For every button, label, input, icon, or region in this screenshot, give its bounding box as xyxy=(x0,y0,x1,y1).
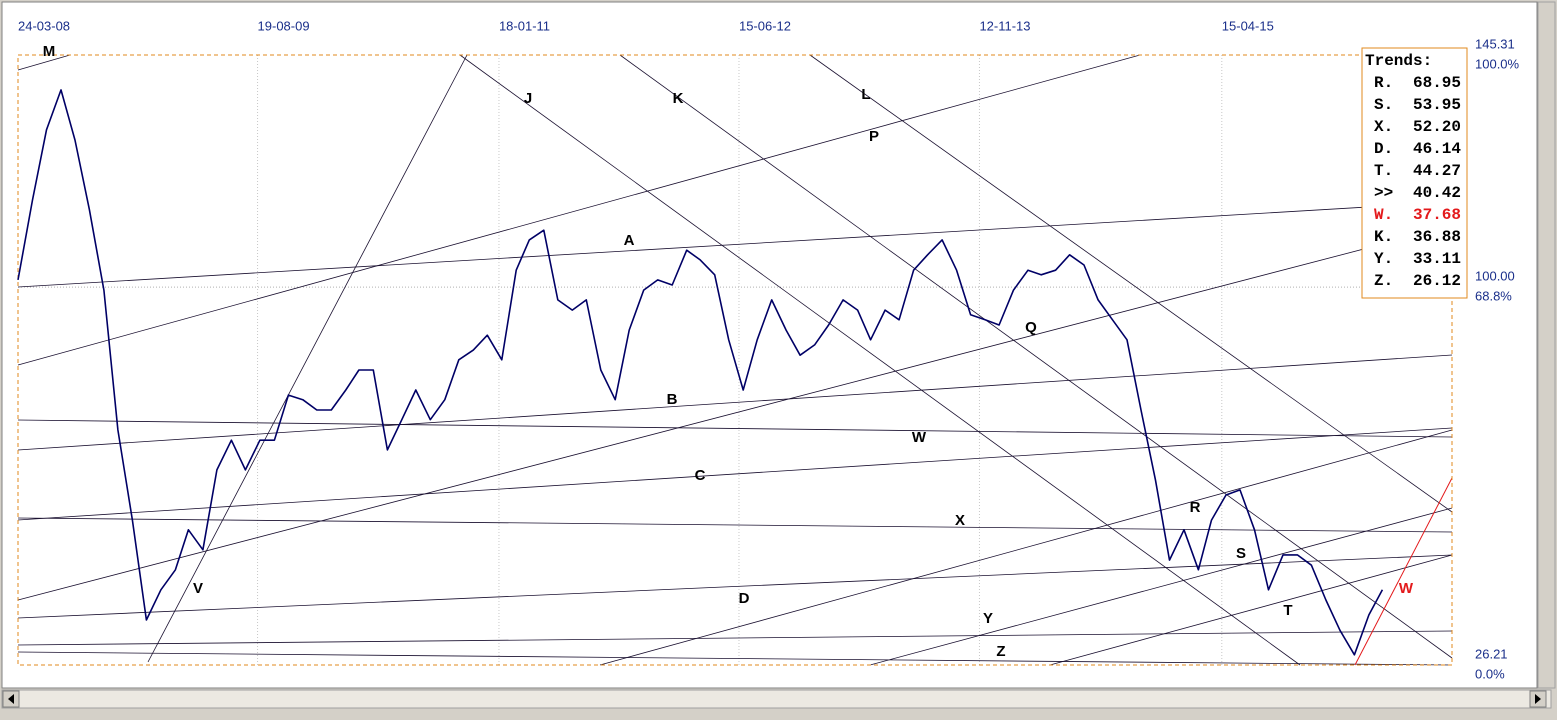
annotation-label: Q xyxy=(1025,319,1037,336)
y-tick-note: 0.0% xyxy=(1475,666,1505,681)
trend-line-red xyxy=(1354,477,1453,666)
y-tick-note: 68.8% xyxy=(1475,289,1512,304)
trend-line xyxy=(619,54,1453,659)
y-tick-label: 26.21 xyxy=(1475,646,1508,661)
trend-line xyxy=(17,54,71,71)
trend-key: S. xyxy=(1374,96,1393,114)
trend-value: 46.14 xyxy=(1413,140,1461,158)
trend-line xyxy=(869,507,1453,666)
trend-line xyxy=(17,651,1453,666)
trend-value: 44.27 xyxy=(1413,162,1461,180)
annotation-label: K xyxy=(673,90,684,107)
y-tick-label: 145.31 xyxy=(1475,36,1515,51)
trend-line xyxy=(459,54,1301,666)
trend-line xyxy=(599,429,1453,666)
trend-key: Z. xyxy=(1374,272,1393,290)
annotation-label: W xyxy=(912,429,927,446)
annotation-label: Y xyxy=(983,610,993,627)
trend-key: D. xyxy=(1374,140,1393,158)
plot xyxy=(17,89,1384,656)
trends-rows: R. 68.95 S. 53.95 X. 52.20 D. 46.14 T. 44.27 >> 40.… xyxy=(1374,74,1461,290)
trend-line xyxy=(17,54,1141,366)
trend-line xyxy=(17,427,1453,521)
chart-area xyxy=(1,1,1538,689)
arrow-left xyxy=(8,694,14,704)
trend-key: W. xyxy=(1374,206,1393,224)
trend-line xyxy=(17,354,1453,451)
trend-line xyxy=(17,419,1453,438)
trend-key: Y. xyxy=(1374,250,1393,268)
trend-line xyxy=(17,201,1453,288)
x-tick-label: 12-11-13 xyxy=(979,18,1030,33)
trend-key: >> xyxy=(1374,184,1393,202)
trend-key: R. xyxy=(1374,74,1393,92)
x-tick-label: 18-01-11 xyxy=(499,18,550,33)
annotation-label: D xyxy=(739,590,750,607)
arrow-right xyxy=(1535,694,1541,704)
side-panel xyxy=(1537,1,1556,689)
trend-value: 26.12 xyxy=(1413,272,1461,290)
annotation-label: C xyxy=(695,467,706,484)
trend-line xyxy=(17,554,1453,619)
annotation-label: S xyxy=(1236,545,1246,562)
trends-title: Trends: xyxy=(1365,52,1432,70)
trend-value: 37.68 xyxy=(1413,206,1461,224)
annotation-label: R xyxy=(1190,499,1201,516)
x-tick-label: 24-03-08 xyxy=(18,18,70,33)
annotation-label: B xyxy=(667,391,678,408)
trend-value: 68.95 xyxy=(1413,74,1461,92)
annotation-label: Z xyxy=(996,643,1005,660)
annotation-label: T xyxy=(1283,602,1292,619)
grid xyxy=(18,55,1452,665)
trend-value: 53.95 xyxy=(1413,96,1461,114)
trend-value: 36.88 xyxy=(1413,228,1461,246)
trend-value: 40.42 xyxy=(1413,184,1461,202)
trend-value: 33.11 xyxy=(1413,250,1461,268)
annotation-label: W xyxy=(1399,580,1414,597)
x-tick-label: 15-06-12 xyxy=(739,18,791,33)
annotation-label: V xyxy=(193,580,203,597)
trend-key: X. xyxy=(1374,118,1393,136)
x-tick-label: 15-04-15 xyxy=(1222,18,1274,33)
trend-line xyxy=(17,517,1453,533)
annotation-label: A xyxy=(624,232,635,249)
price-line xyxy=(17,89,1384,656)
trend-key: K. xyxy=(1374,228,1393,246)
x-tick-label: 19-08-09 xyxy=(258,18,310,33)
annotation-label: M xyxy=(43,43,56,60)
annotation-label: L xyxy=(861,86,870,103)
y-tick-note: 100.0% xyxy=(1475,56,1520,71)
annotation-label: J xyxy=(524,90,532,107)
trend-line xyxy=(17,630,1453,646)
trend-lines xyxy=(17,54,1453,666)
trend-line xyxy=(17,225,1453,601)
trend-value: 52.20 xyxy=(1413,118,1461,136)
trend-line xyxy=(147,54,468,663)
scrollbar[interactable] xyxy=(1,689,1552,709)
annotation-label: P xyxy=(869,128,879,145)
trends-box xyxy=(1361,47,1468,299)
trend-line xyxy=(1049,554,1453,666)
trend-key: T. xyxy=(1374,162,1393,180)
y-tick-label: 100.00 xyxy=(1475,269,1515,284)
annotation-label: X xyxy=(955,512,965,529)
plot-border xyxy=(17,54,1453,666)
